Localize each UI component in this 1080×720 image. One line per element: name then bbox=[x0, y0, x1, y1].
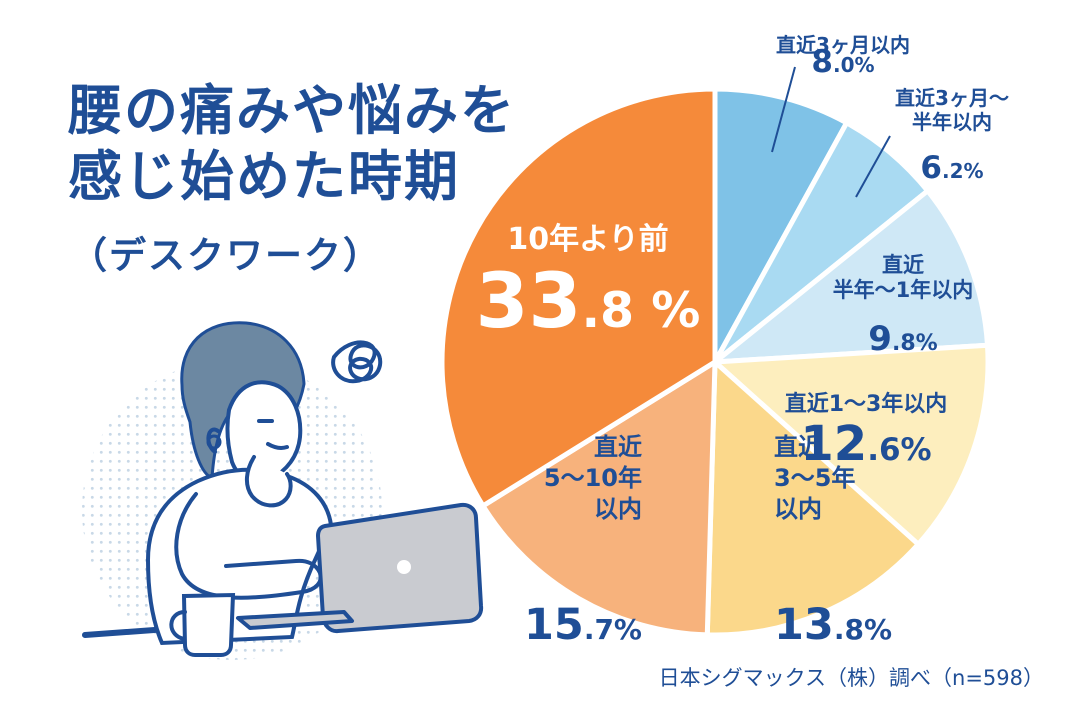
pie-slice-3 bbox=[707, 187, 991, 365]
pie-label-3: 直近半年〜1年以内 bbox=[833, 253, 974, 302]
pie-label-line-2-1: 直近3ヶ月〜 bbox=[895, 86, 1009, 110]
pie-value-5: 13.8% bbox=[774, 600, 892, 650]
pie-value-main-6: 15 bbox=[524, 600, 584, 650]
pie-value-rest-2: .2% bbox=[942, 159, 984, 183]
chart-title: 腰の痛みや悩みを 感じ始めた時期 bbox=[68, 78, 516, 210]
pie-value-1: 8.0% bbox=[811, 44, 874, 80]
pie-label-line-6-3: 以内 bbox=[594, 495, 642, 523]
pie-label-5: 直近 3〜5年以内 bbox=[774, 433, 855, 523]
pie-label-4: 直近1〜3年以内 bbox=[785, 391, 948, 417]
pie-slice-6 bbox=[479, 357, 718, 638]
pie-slice-1 bbox=[712, 86, 851, 364]
pie-label-line-5-1: 直近 bbox=[774, 433, 822, 461]
pie-label-line-3-1: 直近 bbox=[882, 253, 924, 277]
pie-label-line-6-1: 直近 bbox=[594, 433, 642, 461]
leader-line-1 bbox=[771, 66, 796, 153]
pie-label-1: 直近3ヶ月以内 bbox=[776, 33, 910, 57]
pie-label-line-7-1: 10年より前 bbox=[507, 222, 668, 257]
pie-label-line-2-2: 半年以内 bbox=[912, 110, 992, 134]
pie-value-4: 12.6% bbox=[800, 416, 931, 472]
pie-value-main-5: 13 bbox=[774, 600, 834, 650]
pie-value-main-3: 9 bbox=[868, 319, 892, 359]
pie-label-2: 直近3ヶ月〜半年以内 bbox=[895, 86, 1009, 134]
pie-slice-4 bbox=[708, 342, 991, 548]
pie-value-7: 33.8 % bbox=[476, 256, 701, 345]
pie-value-6: 15.7% bbox=[524, 600, 642, 650]
pie-slice-5 bbox=[704, 356, 922, 638]
pie-value-main-2: 6 bbox=[920, 150, 942, 186]
pie-value-rest-7: .8 % bbox=[581, 282, 700, 339]
source-note: 日本シグマックス（株）調べ（n=598） bbox=[658, 666, 1044, 690]
pie-value-rest-6: .7% bbox=[584, 613, 642, 646]
pie-label-7: 10年より前 bbox=[507, 222, 668, 257]
pie-label-line-1-1: 直近3ヶ月以内 bbox=[776, 33, 910, 57]
pie-value-3: 9.8% bbox=[868, 319, 937, 359]
pie-value-main-7: 33 bbox=[476, 256, 582, 345]
chart-title-line-2: 感じ始めた時期 bbox=[68, 145, 460, 208]
pie-label-line-6-2: 5〜10年 bbox=[544, 464, 642, 492]
pie-label-line-5-2: 3〜5年 bbox=[774, 464, 855, 492]
chart-title-line-1: 腰の痛みや悩みを bbox=[68, 79, 516, 142]
pie-label-line-4-1: 直近1〜3年以内 bbox=[785, 391, 948, 417]
pie-value-rest-4: .6% bbox=[867, 432, 931, 468]
pie-slice-7 bbox=[439, 86, 718, 510]
chart-subtitle: （デスクワーク） bbox=[70, 234, 382, 277]
pie-value-rest-1: .0% bbox=[833, 53, 875, 77]
pie-label-6: 直近 5〜10年以内 bbox=[544, 433, 642, 523]
pie-value-2: 6.2% bbox=[920, 150, 983, 186]
pie-value-rest-5: .8% bbox=[834, 613, 892, 646]
pie-label-line-3-2: 半年〜1年以内 bbox=[833, 278, 974, 302]
pie-value-main-1: 8 bbox=[811, 44, 833, 80]
pie-label-line-5-3: 以内 bbox=[774, 495, 822, 523]
pie-value-rest-3: .8% bbox=[892, 331, 938, 356]
pie-value-main-4: 12 bbox=[800, 416, 867, 472]
leader-line-2 bbox=[855, 135, 891, 198]
